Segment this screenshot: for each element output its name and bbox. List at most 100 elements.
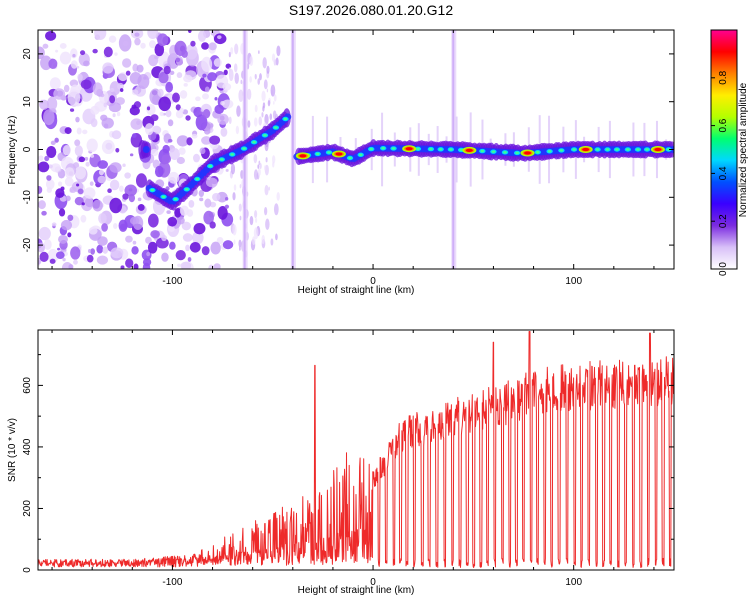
noise-blob [195, 96, 201, 102]
trace-bead-center [369, 147, 374, 151]
noise-blob [57, 171, 64, 177]
noise-blob [220, 127, 228, 137]
noise-blob [38, 161, 50, 173]
noise-blob [97, 160, 108, 169]
noise-blob [118, 219, 128, 232]
noise-blob [195, 114, 208, 131]
noise-blob [167, 226, 175, 232]
noise-blob [217, 205, 228, 220]
noise-blob [125, 70, 131, 76]
noise-blob [49, 258, 56, 264]
noise-blob [145, 236, 152, 244]
noise-blob [182, 109, 189, 115]
noise-blob [129, 106, 140, 116]
noise-blob [225, 196, 229, 201]
noise-blob [70, 246, 81, 260]
noise-blob [101, 223, 108, 232]
trace-bead-center [161, 195, 166, 199]
noise-blob [84, 156, 89, 161]
noise-blob [179, 107, 184, 113]
noise-blob [57, 181, 63, 187]
noise-blob [273, 94, 277, 102]
noise-blob [122, 163, 126, 168]
noise-blob [154, 55, 159, 60]
noise-blob [197, 30, 207, 42]
noise-blob [50, 140, 56, 145]
noise-blob [90, 105, 100, 115]
trace-bead-center [358, 153, 363, 157]
snr-y-axis-title: SNR (10 * v/v) [7, 418, 18, 482]
noise-blob [103, 46, 113, 58]
noise-blob [92, 82, 103, 96]
noise-blob [78, 156, 86, 163]
noise-blob [146, 106, 151, 111]
noise-blob [118, 185, 124, 192]
noise-blob [273, 203, 279, 216]
noise-blob [266, 65, 270, 74]
noise-blob [115, 147, 120, 153]
noise-blob [254, 104, 258, 113]
vertical-streak [291, 30, 294, 269]
noise-blob [216, 236, 224, 245]
noise-blob [109, 197, 123, 214]
noise-blob [67, 214, 74, 221]
noise-blob [276, 192, 280, 201]
noise-blob [80, 214, 87, 223]
noise-blob [135, 173, 147, 188]
noise-blob [119, 88, 124, 92]
noise-blob [169, 148, 180, 160]
trace-bead-center [547, 150, 552, 153]
trace-bead-center [173, 198, 178, 201]
trace-bead-center [572, 148, 576, 151]
noise-blob [38, 226, 51, 241]
noise-blob [180, 261, 192, 269]
noise-blob [144, 123, 154, 136]
noise-blob [83, 60, 90, 67]
noise-blob [186, 209, 194, 217]
noise-blob [198, 189, 205, 197]
noise-blob [46, 146, 57, 159]
noise-blob [222, 99, 234, 109]
colorbar: 0.0 0.2 0.4 0.6 0.8 Normalized spectral ampl… [710, 29, 749, 276]
noise-blob [130, 118, 143, 130]
noise-blob [76, 127, 82, 135]
noise-blob [146, 251, 151, 257]
noise-blob [124, 184, 137, 197]
colorbar-title: Normalized spectral amplitude [738, 82, 749, 217]
noise-blob [88, 248, 92, 253]
noise-blob [213, 263, 221, 269]
noise-blob [98, 213, 107, 225]
noise-blob [103, 102, 107, 108]
noise-blob [148, 40, 156, 49]
noise-blob [67, 232, 72, 238]
noise-blob [232, 224, 237, 236]
trace-bead-center [605, 148, 610, 151]
noise-blob [131, 246, 139, 255]
noise-blob [38, 260, 41, 265]
snr-frame [37, 329, 675, 571]
noise-blob [47, 248, 59, 263]
noise-blob [159, 111, 164, 117]
noise-blob [264, 184, 269, 196]
trace-bead-center [381, 147, 385, 150]
noise-blob [263, 79, 268, 90]
noise-blob [38, 185, 43, 194]
trace-bead-center [315, 152, 320, 156]
noise-blob [59, 42, 67, 49]
trace-bead-center [252, 141, 256, 144]
noise-blob [70, 48, 78, 59]
noise-blob [57, 247, 61, 251]
trace-core [142, 146, 150, 153]
noise-blob [63, 84, 70, 93]
noise-blob [101, 139, 115, 155]
noise-blob [53, 88, 66, 100]
noise-blob [214, 104, 224, 114]
noise-blob [69, 186, 77, 193]
noise-blob [38, 46, 45, 60]
noise-blob [276, 45, 281, 57]
noise-blob [46, 175, 52, 181]
noise-blob [259, 163, 262, 169]
noise-blob [102, 246, 109, 254]
